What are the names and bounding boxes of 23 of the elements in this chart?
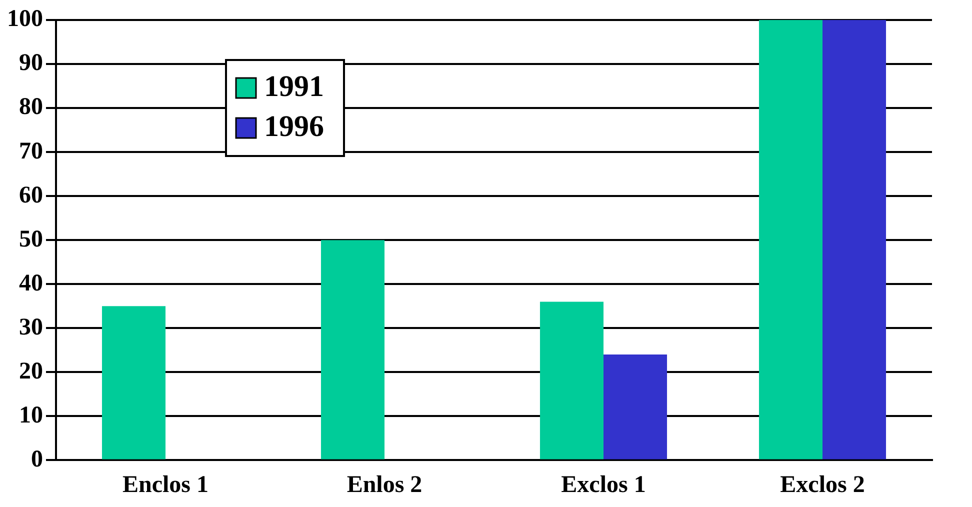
x-tick-label: Enlos 2 — [346, 472, 422, 498]
y-tick-label: 50 — [19, 226, 43, 252]
bar — [822, 20, 886, 460]
y-tick-label: 30 — [19, 314, 43, 340]
legend-label: 1991 — [264, 70, 324, 103]
y-tick-label: 0 — [31, 446, 43, 472]
y-tick-label: 80 — [19, 94, 43, 120]
x-tick-label: Enclos 1 — [122, 472, 209, 498]
x-tick-label: Exclos 2 — [780, 472, 865, 498]
y-tick-label: 40 — [19, 270, 43, 296]
bar — [758, 20, 822, 460]
bar — [604, 354, 668, 460]
y-tick-label: 90 — [19, 50, 43, 76]
bar — [540, 302, 604, 460]
bar — [320, 240, 384, 460]
y-tick-label: 100 — [7, 6, 43, 32]
y-tick-label: 20 — [19, 358, 43, 384]
bar — [102, 306, 166, 460]
y-tick-label: 70 — [19, 138, 43, 164]
y-tick-label: 60 — [19, 182, 43, 208]
x-tick-label: Exclos 1 — [561, 472, 646, 498]
legend-label: 1996 — [264, 110, 324, 143]
y-tick-label: 10 — [19, 402, 43, 428]
